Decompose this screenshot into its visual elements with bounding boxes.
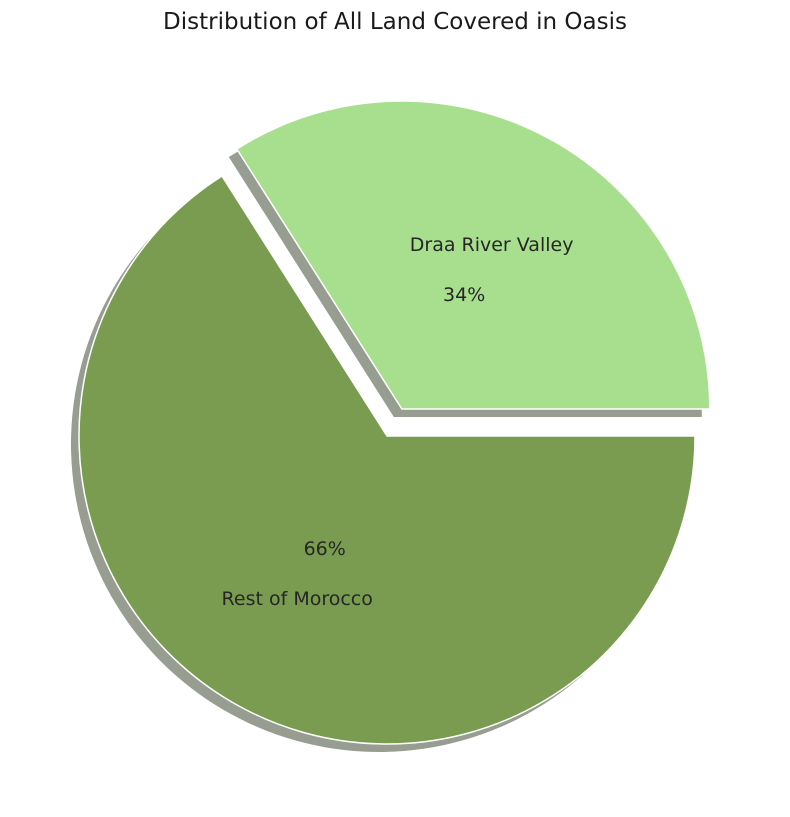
slice-label: Rest of Morocco — [222, 588, 373, 610]
pie-slice-draa-river-valley — [236, 100, 711, 410]
slice-percent-label: 34% — [443, 284, 485, 306]
chart-title: Distribution of All Land Covered in Oasi… — [163, 9, 627, 35]
slice-layer — [78, 100, 711, 745]
pie-slice-rest-of-morocco — [78, 175, 696, 745]
label-layer: Draa River Valley 34% Rest of Morocco 66% — [222, 234, 574, 610]
slice-percent-label: 66% — [304, 538, 346, 560]
slice-label: Draa River Valley — [410, 234, 574, 256]
